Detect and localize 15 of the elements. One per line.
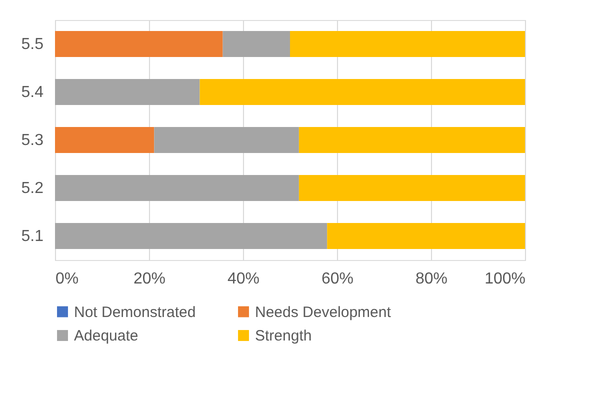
y-tick-label: 5.3 [21, 132, 44, 149]
x-tick-label: 100% [484, 270, 526, 288]
legend-label: Needs Development [255, 304, 392, 321]
legend-label: Not Demonstrated [74, 304, 196, 321]
x-tick-label: 80% [415, 270, 448, 288]
legend-label: Adequate [74, 328, 138, 344]
y-tick-label: 5.1 [21, 228, 44, 245]
y-tick-label: 5.5 [21, 36, 44, 53]
y-tick-label: 5.4 [21, 84, 44, 101]
x-tick-label: 0% [56, 270, 79, 288]
legend-label: Strength [255, 328, 312, 344]
y-tick-label: 5.2 [21, 180, 44, 197]
x-tick-label: 20% [133, 270, 166, 288]
x-tick-label: 40% [227, 270, 260, 288]
x-tick-label: 60% [321, 270, 354, 288]
